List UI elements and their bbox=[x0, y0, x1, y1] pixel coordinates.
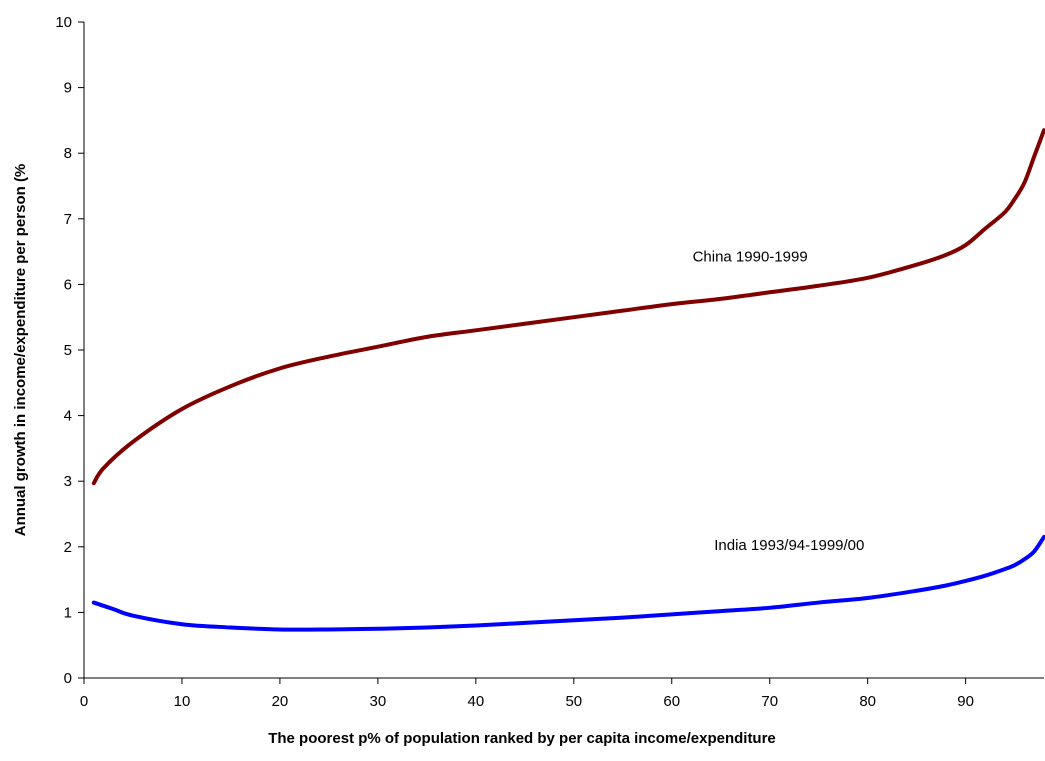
x-tick-label: 20 bbox=[272, 693, 289, 710]
x-tick-label: 30 bbox=[370, 693, 387, 710]
y-tick-label: 5 bbox=[64, 342, 72, 359]
india-series-label: India 1993/94-1999/00 bbox=[714, 537, 864, 554]
series-lines bbox=[91, 128, 1045, 632]
x-tick-label: 50 bbox=[565, 693, 582, 710]
y-tick-label: 9 bbox=[64, 80, 72, 97]
y-tick-label: 3 bbox=[64, 473, 72, 490]
x-tick-label: 80 bbox=[859, 693, 876, 710]
x-tick-label: 70 bbox=[761, 693, 778, 710]
y-tick-label: 2 bbox=[64, 539, 72, 556]
y-tick-label: 1 bbox=[64, 604, 72, 621]
x-tick-label: 90 bbox=[957, 693, 974, 710]
y-tick-label: 0 bbox=[64, 670, 72, 687]
series-labels: China 1990-1999 India 1993/94-1999/00 bbox=[693, 248, 865, 554]
y-tick-label: 4 bbox=[64, 408, 72, 425]
india-series-line bbox=[91, 534, 1045, 632]
x-tick-label: 0 bbox=[80, 693, 88, 710]
x-tick-label: 10 bbox=[174, 693, 191, 710]
x-tick-label: 40 bbox=[467, 693, 484, 710]
china-series-line bbox=[91, 128, 1045, 486]
y-tick-label: 6 bbox=[64, 276, 72, 293]
y-tick-label: 7 bbox=[64, 211, 72, 228]
y-axis-title: Annual growth in income/expenditure per … bbox=[12, 164, 29, 537]
x-axis-title: The poorest p% of population ranked by p… bbox=[268, 730, 776, 747]
y-tick-label: 10 bbox=[55, 14, 72, 31]
y-tick-label: 8 bbox=[64, 145, 72, 162]
axes: 0 1 2 3 4 5 6 7 8 9 10 0 10 20 30 40 50 60 70 80 90 bbox=[55, 14, 1044, 710]
x-tick-label: 60 bbox=[663, 693, 680, 710]
china-series-label: China 1990-1999 bbox=[693, 248, 808, 265]
